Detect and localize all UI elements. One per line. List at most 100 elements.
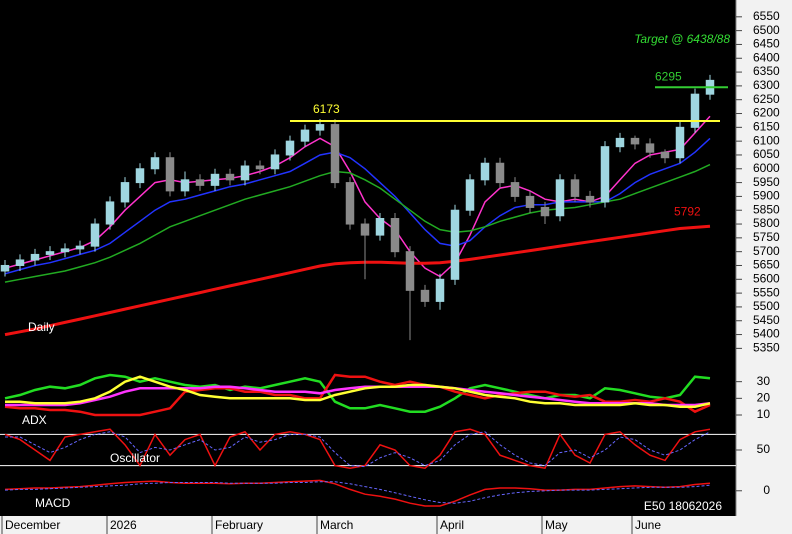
candle-body [660, 151, 670, 159]
x-tick-label: March [320, 518, 353, 532]
annotation: Target @ 6438/88 [634, 32, 730, 46]
candle-body [150, 157, 160, 170]
candle-body [435, 278, 445, 302]
candle-body [30, 253, 40, 261]
y-tick-label: 6550 [753, 9, 780, 23]
candle-body [330, 124, 340, 184]
candle-body [570, 179, 580, 197]
y-tick-label: 5550 [753, 285, 780, 299]
candle-body [45, 251, 55, 255]
candle-body [360, 223, 370, 236]
y-tick-label: 6250 [753, 92, 780, 106]
y-tick-label: 5400 [753, 327, 780, 341]
candle-body [495, 162, 505, 184]
plot-background [0, 0, 736, 516]
candle-body [210, 173, 220, 186]
time-axis [0, 516, 792, 534]
x-tick-label: 2026 [110, 518, 137, 532]
y-tick-label: 0 [763, 483, 770, 497]
y-tick-label: 5900 [753, 189, 780, 203]
x-tick-label: June [635, 518, 661, 532]
candle-body [0, 264, 10, 272]
y-tick-label: 5500 [753, 299, 780, 313]
x-tick-label: December [5, 518, 60, 532]
candle-body [135, 168, 145, 184]
y-tick-label: 20 [757, 391, 771, 405]
candle-body [525, 195, 535, 208]
candle-body [255, 165, 265, 170]
panel-title: Oscillator [110, 451, 160, 465]
candle-body [690, 93, 700, 128]
y-tick-label: 6450 [753, 37, 780, 51]
indicator-line [5, 375, 711, 408]
candle-body [465, 179, 475, 211]
candle-body [165, 157, 175, 192]
y-tick-label: 6400 [753, 50, 780, 64]
x-tick-label: April [440, 518, 464, 532]
candle-body [555, 179, 565, 217]
indicator-line [4, 479, 711, 507]
indicator-line [4, 373, 711, 417]
candle-body [315, 124, 325, 131]
y-tick-label: 5350 [753, 341, 780, 355]
y-tick-label: 6000 [753, 161, 780, 175]
candle-body [240, 165, 250, 181]
y-tick-label: 6350 [753, 64, 780, 78]
candle-body [405, 251, 415, 291]
candle-body [645, 143, 655, 153]
indicator-line [4, 428, 711, 470]
candle-body [120, 182, 130, 203]
candle-body [195, 179, 205, 186]
moving-average [4, 224, 711, 337]
candle-body [540, 206, 550, 217]
x-tick-label: February [215, 518, 263, 532]
candle-body [630, 137, 640, 145]
candle-body [105, 201, 115, 225]
candle-body [615, 137, 625, 148]
candle-body [420, 289, 430, 302]
resistance-label: 6173 [313, 102, 340, 116]
candle-body [180, 179, 190, 192]
indicator-line [5, 431, 711, 468]
candle-body [450, 209, 460, 280]
candle-body [300, 129, 310, 142]
y-tick-label: 6500 [753, 23, 780, 37]
candle-body [90, 223, 100, 247]
y-tick-label: 6100 [753, 133, 780, 147]
candle-body [390, 218, 400, 253]
footnote: E50 18062026 [644, 499, 722, 513]
y-tick-label: 5650 [753, 258, 780, 272]
candle-body [345, 182, 355, 225]
moving-average [4, 163, 711, 283]
y-tick-label: 5450 [753, 313, 780, 327]
y-tick-label: 6200 [753, 106, 780, 120]
candle-body [15, 259, 25, 266]
candle-body [480, 162, 490, 181]
candle-body [270, 154, 280, 170]
x-tick-label: May [545, 518, 568, 532]
y-tick-label: 5700 [753, 244, 780, 258]
panel-title: MACD [35, 496, 71, 510]
candle-body [285, 140, 295, 156]
y-tick-label: 6150 [753, 120, 780, 134]
ma-label: 5792 [674, 204, 701, 218]
y-tick-label: 10 [757, 407, 771, 421]
candle-body [60, 248, 70, 253]
candle-body [75, 245, 85, 250]
y-tick-label: 5950 [753, 175, 780, 189]
y-tick-label: 5800 [753, 216, 780, 230]
indicator-line [4, 481, 711, 504]
y-tick-label: 5850 [753, 202, 780, 216]
candle-body [675, 126, 685, 159]
y-tick-label: 6300 [753, 78, 780, 92]
y-tick-label: 5600 [753, 271, 780, 285]
candle-body [375, 218, 385, 236]
indicator-line [5, 385, 711, 407]
panel-title: ADX [22, 413, 47, 427]
panel-title: Daily [28, 320, 55, 334]
y-tick-label: 50 [757, 442, 771, 456]
y-tick-label: 30 [757, 374, 771, 388]
y-tick-label: 6050 [753, 147, 780, 161]
